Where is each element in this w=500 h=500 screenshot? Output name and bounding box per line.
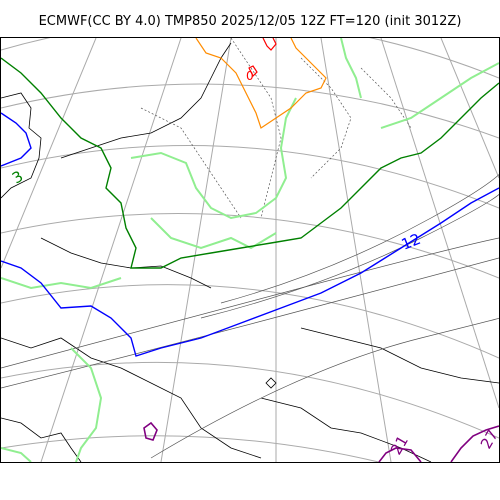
- coastline-central: [60, 42, 232, 159]
- island: [265, 377, 277, 389]
- weather-map: 12 3 0 21 27: [0, 37, 500, 463]
- isotherm-cold-line: [450, 425, 499, 462]
- coastline-southeast: [260, 397, 432, 462]
- longitude-line: [1, 38, 97, 269]
- isotherm-warm: [195, 38, 327, 129]
- height-contour: [220, 158, 499, 304]
- contour-label-purple-1: 21: [387, 432, 412, 458]
- coastline-east: [300, 327, 499, 384]
- contour-label-purple-2: 27: [477, 426, 499, 452]
- contour-label-red: 0: [246, 69, 254, 83]
- height-contour: [1, 237, 499, 369]
- latitude-line: [1, 284, 499, 359]
- contour-label-green: 3: [9, 167, 26, 187]
- height-contour: [200, 188, 499, 319]
- latitude-line: [1, 38, 499, 79]
- coastline-west: [1, 92, 42, 199]
- latitude-line: [1, 83, 499, 139]
- isotherm-cold: [143, 421, 499, 462]
- map-title: ECMWF(CC BY 4.0) TMP850 2025/12/05 12Z F…: [38, 14, 462, 29]
- dotted-contour: [360, 67, 412, 129]
- isotherm-hot: [248, 38, 277, 78]
- isotherm-green-line: [1, 57, 499, 269]
- precip-area: [380, 62, 499, 129]
- isotherm-warm-line: [195, 38, 327, 129]
- isotherm-cold-line: [378, 447, 422, 462]
- height-contours: [1, 158, 499, 459]
- precip-area: [1, 447, 32, 462]
- latitude-line: [1, 361, 499, 439]
- dotted-contour: [300, 57, 352, 179]
- coastlines: [1, 42, 499, 462]
- coastline-central-2: [40, 237, 212, 289]
- precip-areas: [1, 38, 499, 462]
- dotted-contour: [140, 107, 242, 219]
- isotherm-hot-line: [248, 65, 258, 78]
- longitude-line: [40, 38, 182, 462]
- latitude-line: [1, 212, 499, 279]
- coastline-southwest: [1, 417, 82, 462]
- precip-area: [130, 97, 297, 220]
- isotherm-cold-line: [143, 421, 158, 441]
- precip-area: [70, 347, 103, 462]
- longitude-line: [320, 38, 392, 462]
- map-canvas: 12 3 0 21 27: [1, 38, 499, 462]
- precip-area: [150, 217, 277, 250]
- longitude-line: [440, 38, 499, 179]
- isotherm-hot-line: [262, 38, 277, 51]
- coastline-south: [1, 337, 262, 459]
- isotherm-blue: [1, 112, 499, 357]
- dotted-contour: [230, 38, 282, 219]
- height-contour: [150, 317, 499, 459]
- latitude-line: [1, 435, 381, 462]
- isotherm-blue-line: [1, 112, 32, 167]
- precip-area: [1, 277, 122, 290]
- latitude-line: [1, 145, 499, 209]
- contour-label-blue: 12: [399, 230, 423, 254]
- precip-area: [340, 38, 362, 99]
- longitude-line: [160, 38, 232, 462]
- latitude-lines: [1, 38, 499, 462]
- isotherm-green: [1, 57, 499, 269]
- isotherm-blue-line: [1, 187, 499, 357]
